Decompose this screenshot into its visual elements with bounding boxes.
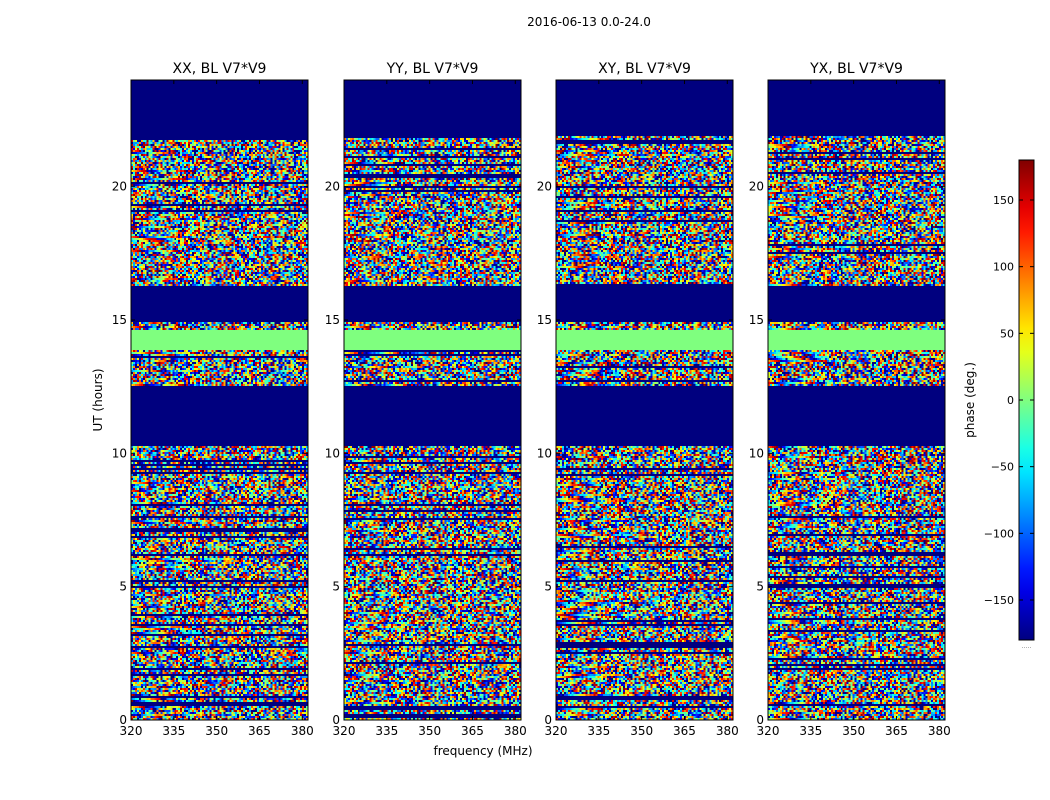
panel-frame (343, 79, 522, 721)
heatmap-cells (131, 80, 308, 720)
y-tick-label: 5 (332, 580, 340, 594)
x-tick-label: 335 (587, 724, 610, 738)
x-tick-label: 365 (885, 724, 908, 738)
panel-title: YY, BL V7*V9 (386, 61, 479, 77)
panel-title: XY, BL V7*V9 (598, 61, 691, 77)
y-tick-label: 20 (749, 180, 764, 194)
x-tick-label: 380 (504, 724, 527, 738)
x-tick-label: 320 (333, 724, 356, 738)
y-tick-label: 5 (544, 580, 552, 594)
x-tick-label: 335 (799, 724, 822, 738)
colorbar: −150 −100 −50 0 50 100 150 phase (deg.)..... (963, 159, 1035, 650)
colorbar-tick-label: 150 (993, 194, 1014, 207)
y-tick-label: 10 (537, 446, 552, 460)
panel-frame (555, 79, 734, 721)
y-tick-label: 20 (112, 180, 127, 194)
y-tick-label: 10 (325, 446, 340, 460)
colorbar-tick-label: 0 (1007, 394, 1014, 407)
x-tick-label: 365 (673, 724, 696, 738)
colorbar-tick-label: −50 (991, 461, 1014, 474)
panel-frame (130, 79, 309, 721)
x-tick-label: 365 (248, 724, 271, 738)
heatmap-cells (768, 80, 945, 720)
suptitle: 2016-06-13 0.0-24.0 (527, 15, 651, 29)
y-tick-label: 15 (749, 313, 764, 327)
y-tick-label: 5 (756, 580, 764, 594)
x-tick-label: 320 (757, 724, 780, 738)
y-tick-label: 5 (119, 580, 127, 594)
x-tick-label: 350 (842, 724, 865, 738)
x-tick-label: 350 (630, 724, 653, 738)
y-tick-label: 0 (119, 713, 127, 727)
panel-4: YX, BL V7*V9 320 335 350 365 380 0 5 10 15 20 (749, 61, 951, 738)
y-tick-label: 15 (112, 313, 127, 327)
x-tick-label: 350 (205, 724, 228, 738)
colorbar-tick-label: 100 (993, 261, 1014, 274)
x-tick-label: 335 (375, 724, 398, 738)
heatmap-cells (344, 80, 521, 720)
panel-2: YY, BL V7*V9 320 335 350 365 380 0 5 10 15 20 (325, 61, 527, 738)
y-tick-label: 20 (537, 180, 552, 194)
heatmap-cells (556, 80, 733, 720)
x-tick-label: 335 (162, 724, 185, 738)
panel-title: YX, BL V7*V9 (809, 61, 903, 77)
panel-3: XY, BL V7*V9 320 335 350 365 380 0 5 10 15 20 (537, 61, 739, 738)
colorbar-tick-label: 50 (1000, 327, 1014, 340)
x-tick-label: 320 (545, 724, 568, 738)
x-tick-label: 380 (716, 724, 739, 738)
panel-frame (767, 79, 946, 721)
y-tick-label: 0 (332, 713, 340, 727)
colorbar-offset-label: ..... (1022, 643, 1032, 650)
panel-title: XX, BL V7*V9 (173, 61, 267, 77)
x-tick-label: 365 (461, 724, 484, 738)
shared-ylabel: UT (hours) (91, 368, 105, 431)
y-tick-label: 15 (537, 313, 552, 327)
x-tick-label: 320 (120, 724, 143, 738)
x-tick-label: 380 (291, 724, 314, 738)
x-tick-label: 350 (418, 724, 441, 738)
colorbar-tick-label: −100 (984, 527, 1014, 540)
y-tick-label: 0 (756, 713, 764, 727)
y-tick-label: 20 (325, 180, 340, 194)
panel-1: XX, BL V7*V9 320 335 350 365 380 0 5 10 15 20 (112, 61, 314, 738)
y-tick-label: 15 (325, 313, 340, 327)
shared-xlabel: frequency (MHz) (433, 744, 532, 758)
x-tick-label: 380 (928, 724, 951, 738)
y-tick-label: 10 (749, 446, 764, 460)
colorbar-label: phase (deg.) (963, 362, 977, 438)
colorbar-tick-label: −150 (984, 594, 1014, 607)
y-tick-label: 0 (544, 713, 552, 727)
y-tick-label: 10 (112, 446, 127, 460)
